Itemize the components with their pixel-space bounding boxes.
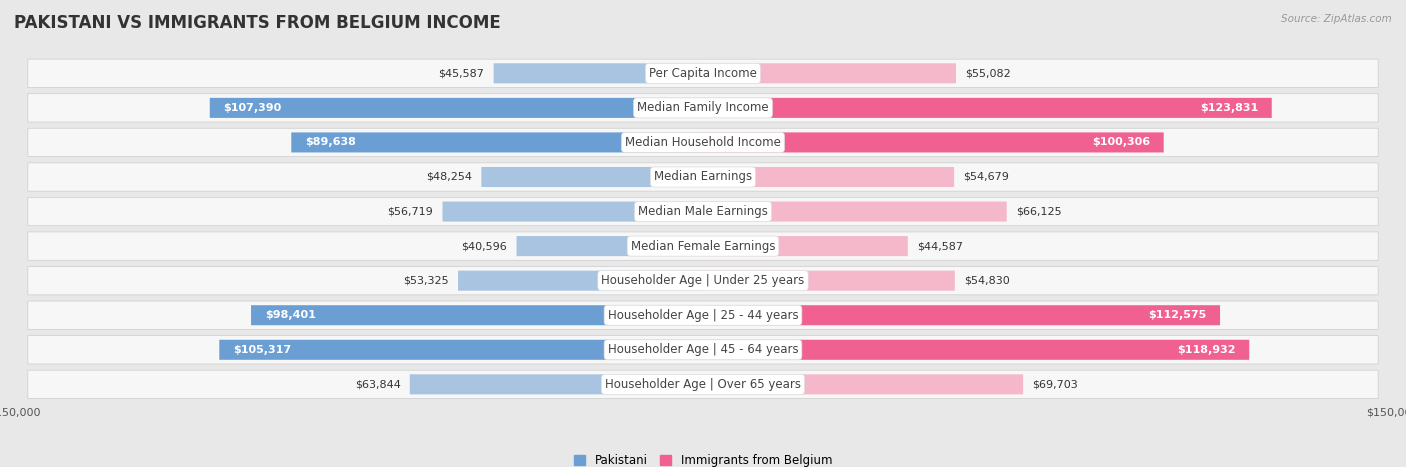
FancyBboxPatch shape [28,94,1378,122]
FancyBboxPatch shape [703,202,1007,221]
Text: $66,125: $66,125 [1017,206,1062,217]
Text: $98,401: $98,401 [264,310,316,320]
Text: Median Female Earnings: Median Female Earnings [631,240,775,253]
Text: $112,575: $112,575 [1149,310,1206,320]
Legend: Pakistani, Immigrants from Belgium: Pakistani, Immigrants from Belgium [569,449,837,467]
Text: Householder Age | 45 - 64 years: Householder Age | 45 - 64 years [607,343,799,356]
Text: Median Household Income: Median Household Income [626,136,780,149]
Text: $89,638: $89,638 [305,137,356,148]
Text: Median Male Earnings: Median Male Earnings [638,205,768,218]
Text: $40,596: $40,596 [461,241,508,251]
FancyBboxPatch shape [28,59,1378,87]
FancyBboxPatch shape [458,271,703,290]
FancyBboxPatch shape [28,232,1378,260]
FancyBboxPatch shape [28,267,1378,295]
Text: $45,587: $45,587 [439,68,485,78]
Text: Source: ZipAtlas.com: Source: ZipAtlas.com [1281,14,1392,24]
FancyBboxPatch shape [28,163,1378,191]
Text: $54,679: $54,679 [963,172,1010,182]
FancyBboxPatch shape [703,236,908,256]
Text: $123,831: $123,831 [1199,103,1258,113]
FancyBboxPatch shape [481,167,703,187]
FancyBboxPatch shape [28,370,1378,398]
Text: $56,719: $56,719 [388,206,433,217]
Text: Median Earnings: Median Earnings [654,170,752,184]
FancyBboxPatch shape [28,301,1378,329]
FancyBboxPatch shape [703,305,1220,325]
FancyBboxPatch shape [209,98,703,118]
FancyBboxPatch shape [703,133,1164,152]
FancyBboxPatch shape [409,375,703,394]
FancyBboxPatch shape [703,167,955,187]
Text: $105,317: $105,317 [233,345,291,355]
Text: $63,844: $63,844 [354,379,401,389]
Text: $48,254: $48,254 [426,172,472,182]
FancyBboxPatch shape [252,305,703,325]
FancyBboxPatch shape [28,198,1378,226]
Text: Householder Age | 25 - 44 years: Householder Age | 25 - 44 years [607,309,799,322]
FancyBboxPatch shape [28,128,1378,156]
FancyBboxPatch shape [703,375,1024,394]
Text: $107,390: $107,390 [224,103,281,113]
FancyBboxPatch shape [443,202,703,221]
Text: $118,932: $118,932 [1177,345,1236,355]
Text: Median Family Income: Median Family Income [637,101,769,114]
FancyBboxPatch shape [28,336,1378,364]
Text: $69,703: $69,703 [1032,379,1078,389]
Text: $44,587: $44,587 [917,241,963,251]
Text: Householder Age | Under 25 years: Householder Age | Under 25 years [602,274,804,287]
FancyBboxPatch shape [494,64,703,83]
FancyBboxPatch shape [291,133,703,152]
FancyBboxPatch shape [516,236,703,256]
FancyBboxPatch shape [219,340,703,360]
Text: $55,082: $55,082 [965,68,1011,78]
Text: $100,306: $100,306 [1092,137,1150,148]
FancyBboxPatch shape [703,340,1250,360]
FancyBboxPatch shape [703,98,1272,118]
Text: $54,830: $54,830 [965,276,1010,286]
FancyBboxPatch shape [703,64,956,83]
Text: PAKISTANI VS IMMIGRANTS FROM BELGIUM INCOME: PAKISTANI VS IMMIGRANTS FROM BELGIUM INC… [14,14,501,32]
Text: $53,325: $53,325 [404,276,449,286]
FancyBboxPatch shape [703,271,955,290]
Text: Householder Age | Over 65 years: Householder Age | Over 65 years [605,378,801,391]
Text: Per Capita Income: Per Capita Income [650,67,756,80]
